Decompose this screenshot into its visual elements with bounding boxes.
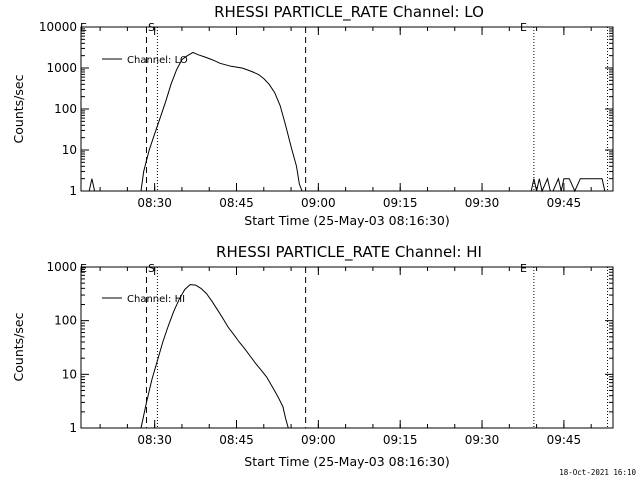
x-tick-label: 09:00 bbox=[301, 433, 336, 447]
chart-hi-frame bbox=[80, 266, 614, 429]
y-tick-label: 1 bbox=[69, 421, 77, 435]
chart-lo-xlabel: Start Time (25-May-03 08:16:30) bbox=[244, 213, 449, 228]
y-tick-label: 10 bbox=[62, 143, 77, 157]
chart-hi-marker-left: E bbox=[80, 262, 87, 275]
chart-lo: RHESSI PARTICLE_RATE Channel: LO Counts/… bbox=[11, 3, 614, 228]
chart-hi-xlabel: Start Time (25-May-03 08:16:30) bbox=[244, 454, 449, 469]
chart-hi-ylabel: Counts/sec bbox=[11, 312, 26, 381]
chart-lo-frame bbox=[80, 26, 614, 192]
chart-lo-ylabel: Counts/sec bbox=[11, 74, 26, 143]
y-tick-label: 100 bbox=[54, 314, 77, 328]
x-tick-label: 09:15 bbox=[383, 196, 418, 210]
x-tick-label: 08:45 bbox=[219, 433, 254, 447]
x-tick-label: 08:30 bbox=[137, 196, 172, 210]
y-tick-label: 100 bbox=[54, 102, 77, 116]
y-tick-label: 1 bbox=[69, 184, 77, 198]
chart-hi-title: RHESSI PARTICLE_RATE Channel: HI bbox=[216, 243, 482, 262]
x-tick-label: 09:30 bbox=[465, 196, 500, 210]
series-line-channel-hi bbox=[140, 284, 289, 429]
x-tick-label: 09:45 bbox=[547, 196, 582, 210]
chart-lo-marker-s: S bbox=[148, 21, 155, 34]
y-tick-label: 1000 bbox=[46, 260, 77, 274]
chart-hi: RHESSI PARTICLE_RATE Channel: HI Counts/… bbox=[11, 243, 614, 469]
x-tick-label: 09:00 bbox=[301, 196, 336, 210]
x-tick-label: 08:30 bbox=[137, 433, 172, 447]
y-tick-label: 1000 bbox=[46, 61, 77, 75]
chart-hi-marker-s: S bbox=[148, 262, 155, 275]
chart-lo-title: RHESSI PARTICLE_RATE Channel: LO bbox=[214, 3, 484, 22]
chart-hi-marker-e: E bbox=[520, 262, 527, 275]
y-tick-label: 10000 bbox=[39, 20, 77, 34]
x-tick-label: 09:30 bbox=[465, 433, 500, 447]
chart-hi-legend-label: Channel: HI bbox=[127, 294, 185, 305]
timestamp: 18-Oct-2021 16:10 bbox=[559, 468, 636, 477]
x-tick-label: 08:45 bbox=[219, 196, 254, 210]
x-tick-label: 09:45 bbox=[547, 433, 582, 447]
y-tick-label: 10 bbox=[62, 367, 77, 381]
chart-lo-marker-e: E bbox=[520, 21, 527, 34]
series-line-channel-lo bbox=[88, 51, 608, 193]
x-tick-label: 09:15 bbox=[383, 433, 418, 447]
